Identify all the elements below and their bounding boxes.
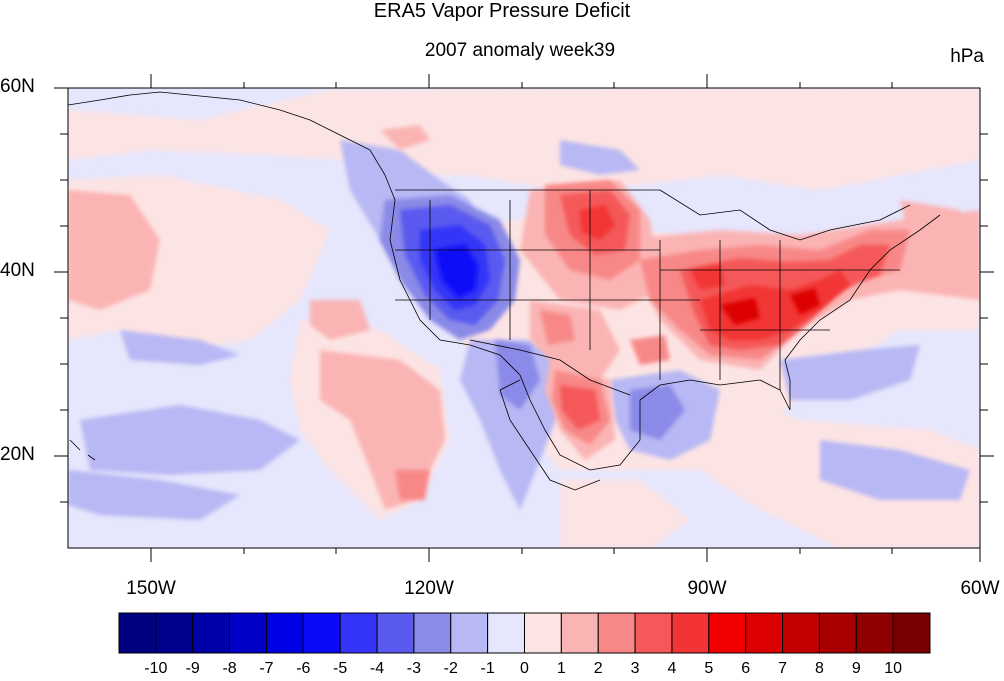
colorbar-swatch xyxy=(671,612,710,654)
lon-label-60w: 60W xyxy=(960,578,1000,599)
lat-label-40n: 40N xyxy=(0,260,35,281)
lat-label-60n: 60N xyxy=(0,76,35,97)
colorbar-swatch xyxy=(818,612,857,654)
figure-subtitle: 2007 anomaly week39 xyxy=(424,40,616,61)
colorbar-tick-label: 9 xyxy=(851,660,861,677)
colorbar-swatch xyxy=(450,612,489,654)
colorbar-tick-label: 2 xyxy=(593,660,603,677)
colorbar-tick-label: -1 xyxy=(480,660,495,677)
colorbar-swatch xyxy=(302,612,341,654)
colorbar-swatch xyxy=(487,612,526,654)
colorbar-swatch xyxy=(155,612,194,654)
colorbar-swatch xyxy=(597,612,636,654)
colorbar-swatch xyxy=(229,612,267,654)
colorbar-tick-label: 4 xyxy=(667,660,677,677)
colorbar-tick-label: -10 xyxy=(144,660,168,677)
colorbar-tick-label: -6 xyxy=(296,660,311,677)
colorbar-swatch xyxy=(855,612,894,654)
colorbar-swatch xyxy=(118,612,157,654)
axis-ticks xyxy=(54,74,994,562)
anomaly-field xyxy=(68,88,980,548)
figure-title: ERA5 Vapor Pressure Deficit xyxy=(373,0,631,22)
units-label: hPa xyxy=(950,46,984,67)
colorbar-tick-label: 5 xyxy=(704,660,714,677)
colorbar-swatch xyxy=(634,612,673,654)
colorbar-tick-label: -9 xyxy=(185,660,200,677)
colorbar-swatch xyxy=(708,612,747,654)
colorbar-swatch xyxy=(560,612,599,654)
colorbar-tick-label: 8 xyxy=(814,660,824,677)
colorbar-tick-label: -2 xyxy=(443,660,458,677)
colorbar-tick-label: -4 xyxy=(369,660,385,677)
lat-label-20n: 20N xyxy=(0,444,35,465)
colorbar-swatch xyxy=(192,612,231,654)
colorbar-tick-label: 0 xyxy=(520,660,529,677)
lon-label-120w: 120W xyxy=(404,578,454,599)
colorbar-tick-label: -3 xyxy=(406,660,422,677)
colorbar-swatch xyxy=(782,612,820,654)
colorbar-tick-label: 6 xyxy=(741,660,751,677)
colorbar-swatch xyxy=(339,612,378,654)
colorbar-tick-label: -5 xyxy=(333,660,348,677)
colorbar-swatch xyxy=(413,612,452,654)
colorbar-tick-label: 10 xyxy=(884,660,903,677)
colorbar-swatch xyxy=(376,612,415,654)
colorbar-tick-label: 1 xyxy=(556,660,566,677)
lon-label-150w: 150W xyxy=(126,578,176,599)
colorbar-swatch xyxy=(265,612,304,654)
colorbar-tick-label: -7 xyxy=(259,660,274,677)
colorbar-tick-label: -8 xyxy=(222,660,237,677)
colorbar-swatch xyxy=(524,612,562,654)
colorbar-tick-label: 3 xyxy=(630,660,640,677)
colorbar-swatch xyxy=(745,612,784,654)
colorbar-swatch xyxy=(892,612,931,654)
colorbar-tick-label: 7 xyxy=(778,660,787,677)
coastlines-and-borders xyxy=(68,91,941,491)
lon-label-90w: 90W xyxy=(687,578,727,599)
